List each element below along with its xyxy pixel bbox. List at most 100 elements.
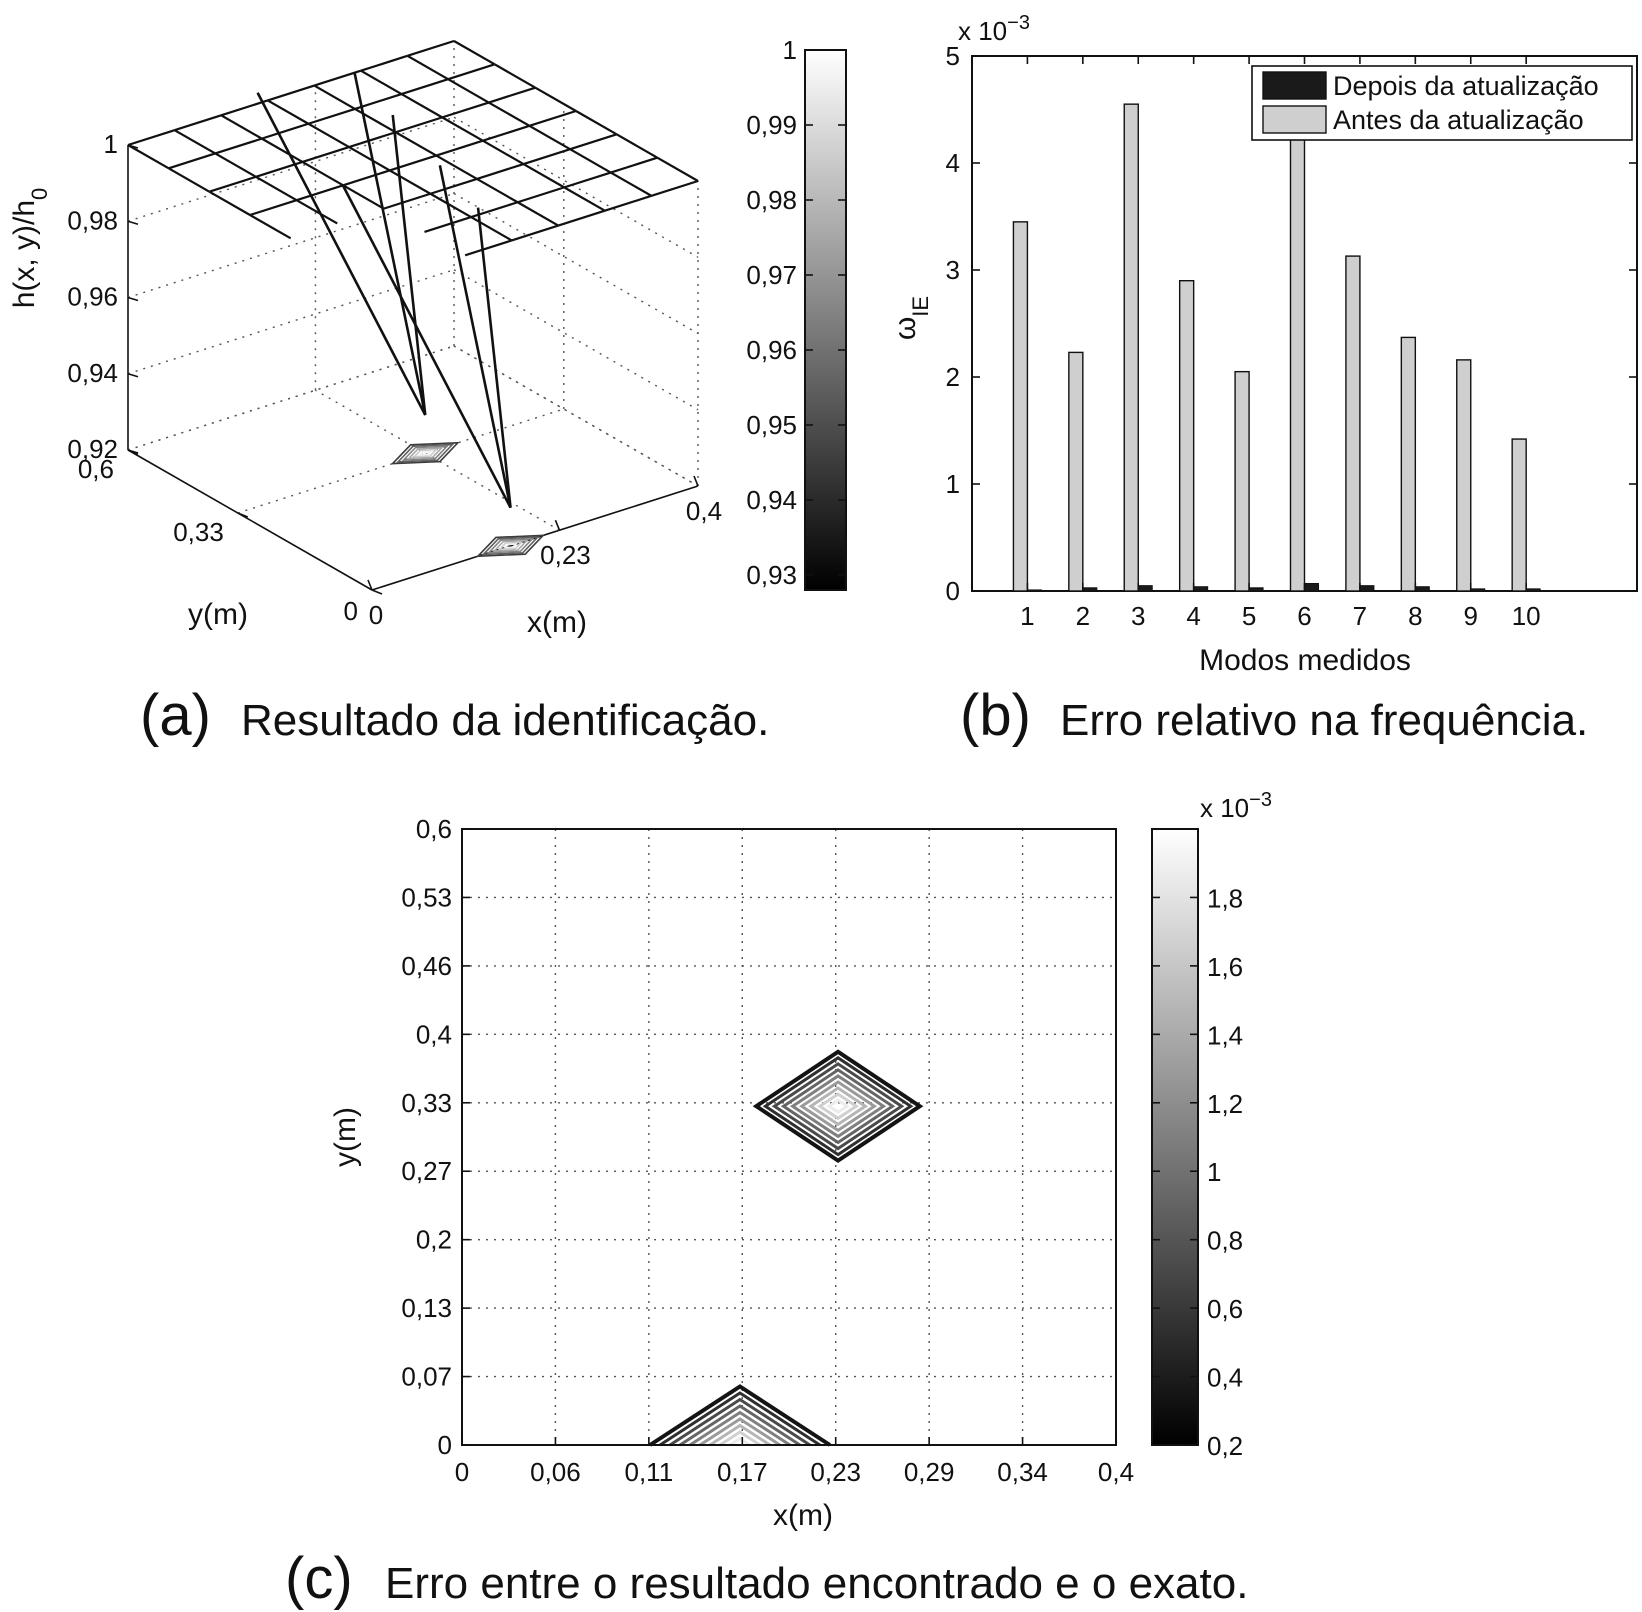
y-tick-label: 0 xyxy=(344,596,358,626)
y-tick-mark xyxy=(371,589,383,595)
contour-line-bottom xyxy=(699,1417,781,1447)
panel-c-grid xyxy=(462,829,1116,1445)
floor-contour xyxy=(503,543,518,549)
legend-label-antes: Antes da atualização xyxy=(1333,105,1584,135)
z-tick-label: 0,94 xyxy=(67,358,118,388)
surface-grid-line xyxy=(610,171,652,197)
panel-a-box-grid xyxy=(127,40,699,591)
floor-contour xyxy=(486,537,535,554)
colorbar-tick-label: 0,95 xyxy=(746,410,797,440)
surface-grid-line xyxy=(441,116,484,142)
surface-grid-line xyxy=(208,175,257,193)
surface-grid-line xyxy=(522,163,565,189)
panel-a-contour-floor xyxy=(390,441,546,558)
surface-grid-line xyxy=(528,124,571,151)
panel-b-legend: Depois da atualização Antes da atualizaç… xyxy=(1251,65,1633,141)
bar-antes-1 xyxy=(1012,221,1029,592)
surface-grid-line xyxy=(296,184,344,202)
surface-grid-line xyxy=(208,190,251,216)
x-tick-label: 0,34 xyxy=(997,1457,1048,1487)
x-tick-label: 0,4 xyxy=(686,496,722,526)
surface-grid-line xyxy=(488,86,536,104)
grid-back-wall xyxy=(127,192,455,299)
x-tick-mark xyxy=(554,519,561,531)
x-tick-label: 0,23 xyxy=(810,1457,861,1487)
surface-grid-line xyxy=(354,107,397,134)
x-tick-label: 0 xyxy=(369,600,383,630)
x-tick-label: 4 xyxy=(1186,601,1200,631)
x-tick-label: 2 xyxy=(1076,601,1090,631)
colorbar-tick-label: 0,97 xyxy=(746,260,797,290)
surface-grid-line xyxy=(313,84,356,110)
surface-grid-line xyxy=(302,146,350,164)
z-tick-label: 0,98 xyxy=(67,205,118,235)
surface-grid-line xyxy=(383,192,431,210)
y-tick-label: 2 xyxy=(946,362,960,392)
x-tick-label: 7 xyxy=(1353,601,1367,631)
surface-dip-line xyxy=(438,165,512,508)
grid-side-wall xyxy=(453,269,699,411)
colorbar-tick-label: 0,96 xyxy=(746,335,797,365)
floor-contour xyxy=(412,448,439,458)
x-tick-label: 0 xyxy=(455,1457,469,1487)
panel-a-zlabel: h(x, y)/h0 xyxy=(8,188,52,309)
surface-grid-line xyxy=(464,239,513,257)
surface-grid-line xyxy=(488,101,530,127)
bar-antes-5 xyxy=(1234,370,1250,592)
y-tick-label: 0,33 xyxy=(401,1088,452,1118)
y-tick-label: 0,6 xyxy=(78,454,114,484)
z-tick-mark xyxy=(127,220,139,226)
contour-line-bottom xyxy=(648,1384,831,1447)
y-tick-label: 3 xyxy=(946,255,960,285)
y-tick-mark xyxy=(127,449,139,455)
surface-grid-line xyxy=(563,171,612,189)
surface-grid-line xyxy=(610,156,658,174)
panel-c-colorbar-ticks: 0,2 0,4 0,6 0,8 1 1,2 1,4 1,6 1,8 xyxy=(1152,883,1243,1461)
contour-line-bottom xyxy=(679,1404,801,1447)
x-tick-label: 6 xyxy=(1297,601,1311,631)
y-tick-label: 0,53 xyxy=(401,882,452,912)
bar-antes-2 xyxy=(1068,351,1084,592)
surface-grid-line xyxy=(406,54,449,81)
surface-grid-line xyxy=(569,133,618,151)
colorbar-tick-label: 0,8 xyxy=(1207,1226,1243,1256)
floor-contour xyxy=(497,541,524,551)
panel-a-colorbar xyxy=(804,49,847,591)
y-tick-label: 0,4 xyxy=(416,1019,452,1049)
surface-grid-line xyxy=(523,148,571,166)
surface-grid-line xyxy=(127,144,170,170)
y-tick-label: 0,2 xyxy=(416,1225,452,1255)
surface-dip-line xyxy=(256,92,427,416)
floor-contour xyxy=(481,536,540,556)
surface-grid-line xyxy=(435,139,484,157)
surface-grid-line xyxy=(389,169,431,195)
surface-grid-line xyxy=(430,177,478,195)
surface-grid-line xyxy=(348,131,396,149)
y-tick-mark xyxy=(237,512,249,518)
colorbar-tick-label: 0,94 xyxy=(746,485,797,515)
surface-grid-line xyxy=(470,216,513,242)
bar-depois-2 xyxy=(1082,587,1098,592)
bar-depois-6 xyxy=(1304,583,1319,592)
panel-a-xlabel: x(m) xyxy=(527,606,587,639)
panel-b: 1 2 3 4 5 6 7 8 9 10 0 1 2 3 4 5 x 10−3 ωIE Modos medid… xyxy=(889,12,1638,748)
surface-grid-line xyxy=(476,162,524,180)
x-tick-label: 0,4 xyxy=(1098,1457,1134,1487)
surface-grid-line xyxy=(296,199,338,225)
surface-grid-line xyxy=(575,110,618,136)
x-tick-label: 5 xyxy=(1242,601,1256,631)
surface-grid-line xyxy=(557,209,606,227)
contour-line-center xyxy=(752,1049,924,1164)
surface-grid-line xyxy=(220,114,263,140)
panel-c: 0 0,06 0,11 0,17 0,23 0,29 0,34 0,4 0 0,07 0,13 0,2… xyxy=(285,789,1272,1611)
colorbar-tick-label: 0,2 xyxy=(1207,1431,1243,1461)
surface-grid-line xyxy=(534,86,577,112)
contour-line-center xyxy=(826,1098,850,1115)
colorbar-tick-label: 1,6 xyxy=(1207,952,1243,982)
floor-contour xyxy=(475,534,546,558)
bar-antes-4 xyxy=(1178,280,1195,592)
surface-grid-line xyxy=(494,63,536,89)
surface-grid-line xyxy=(517,201,559,227)
z-tick-mark xyxy=(127,296,139,302)
